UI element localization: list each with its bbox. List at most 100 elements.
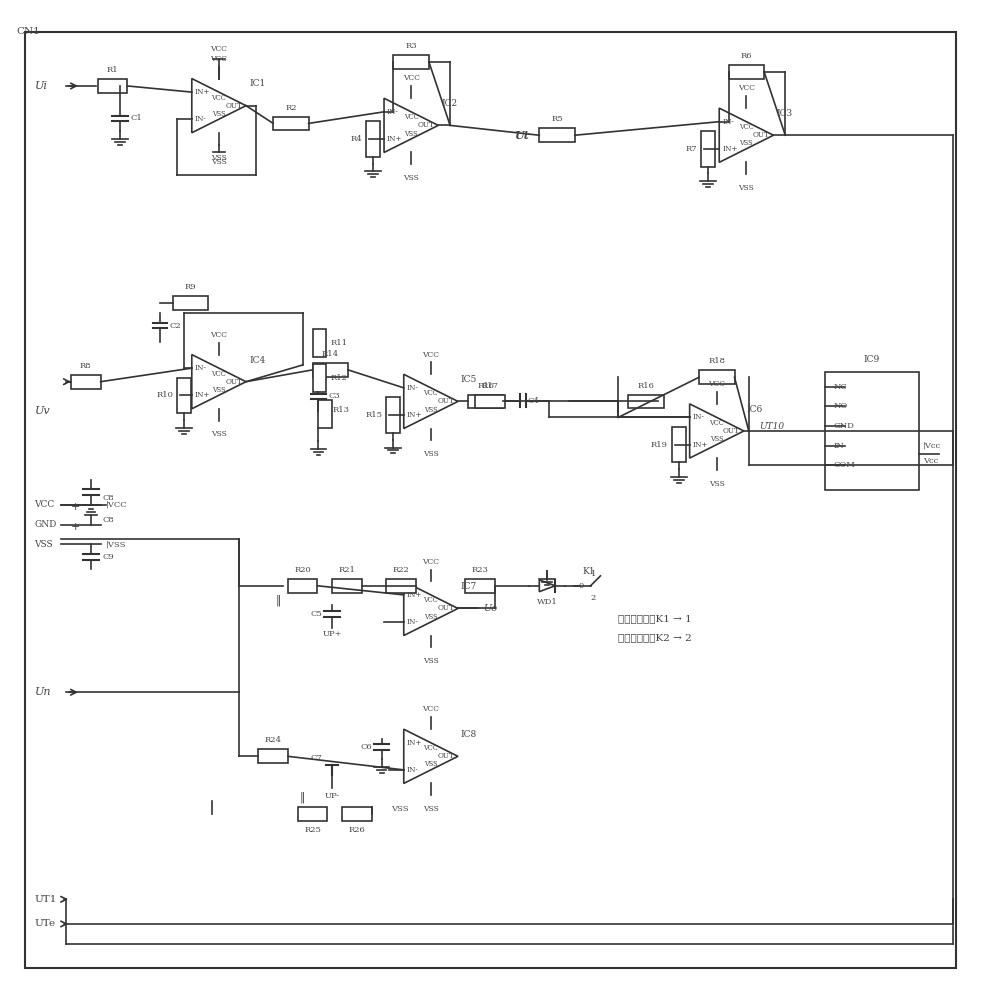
Text: VSS: VSS bbox=[738, 184, 754, 192]
Text: VCC: VCC bbox=[34, 500, 55, 509]
Text: IC3: IC3 bbox=[777, 109, 792, 118]
Text: |Vcc: |Vcc bbox=[923, 442, 941, 450]
Text: +: + bbox=[72, 522, 81, 532]
Bar bbox=[342, 807, 372, 821]
Text: IC4: IC4 bbox=[249, 356, 265, 365]
Text: C9: C9 bbox=[102, 553, 114, 561]
Text: IN+: IN+ bbox=[194, 88, 210, 96]
Text: R18: R18 bbox=[708, 357, 726, 365]
Text: OUT: OUT bbox=[225, 102, 243, 110]
Text: NO: NO bbox=[833, 402, 847, 410]
Text: GND: GND bbox=[833, 422, 854, 430]
Text: Uv: Uv bbox=[34, 406, 50, 416]
Bar bbox=[312, 329, 326, 357]
Text: Uo: Uo bbox=[482, 604, 497, 613]
Bar bbox=[386, 397, 400, 433]
Polygon shape bbox=[404, 374, 458, 429]
Text: R2: R2 bbox=[285, 104, 297, 112]
Text: ‖: ‖ bbox=[275, 595, 281, 606]
Text: R15: R15 bbox=[365, 411, 382, 419]
Text: IN: IN bbox=[833, 442, 844, 450]
Text: VCC: VCC bbox=[423, 744, 438, 752]
Text: Ui: Ui bbox=[34, 81, 47, 91]
Text: C3: C3 bbox=[328, 392, 340, 400]
Text: VCC: VCC bbox=[211, 370, 226, 378]
Text: VSS: VSS bbox=[423, 450, 439, 458]
Text: IN-: IN- bbox=[407, 766, 418, 774]
Bar bbox=[539, 128, 574, 142]
Text: VCC: VCC bbox=[737, 84, 755, 92]
Bar bbox=[729, 65, 764, 79]
Text: R21: R21 bbox=[339, 566, 355, 574]
Bar bbox=[312, 364, 326, 392]
Text: Ut: Ut bbox=[515, 130, 529, 141]
Polygon shape bbox=[539, 580, 555, 592]
Text: R14: R14 bbox=[322, 350, 339, 358]
Text: OUT: OUT bbox=[437, 604, 454, 612]
Text: IC5: IC5 bbox=[461, 375, 477, 384]
Text: VSS: VSS bbox=[34, 540, 53, 549]
Text: VSS: VSS bbox=[424, 760, 438, 768]
Text: IN+: IN+ bbox=[407, 591, 422, 599]
Text: CN1: CN1 bbox=[17, 27, 40, 36]
Text: R22: R22 bbox=[393, 566, 409, 574]
Text: C5: C5 bbox=[310, 610, 322, 618]
Text: R13: R13 bbox=[332, 406, 350, 414]
Bar bbox=[97, 79, 128, 93]
Polygon shape bbox=[404, 581, 458, 636]
Text: VSS: VSS bbox=[423, 805, 439, 813]
Text: 2: 2 bbox=[591, 594, 596, 602]
Bar bbox=[332, 579, 361, 593]
Text: OUT: OUT bbox=[417, 121, 434, 129]
Text: R10: R10 bbox=[156, 391, 173, 399]
Text: OUT: OUT bbox=[437, 752, 454, 760]
Text: VCC: VCC bbox=[211, 94, 226, 102]
Bar bbox=[475, 395, 505, 408]
Text: IN+: IN+ bbox=[387, 135, 403, 143]
Text: R16: R16 bbox=[477, 382, 494, 390]
Text: |VCC: |VCC bbox=[105, 501, 127, 509]
Polygon shape bbox=[191, 355, 246, 409]
Polygon shape bbox=[191, 79, 246, 133]
Text: IN+: IN+ bbox=[722, 145, 737, 153]
Text: WD1: WD1 bbox=[537, 598, 558, 606]
Text: K1: K1 bbox=[582, 567, 595, 576]
Text: IN-: IN- bbox=[194, 115, 206, 123]
Text: VCC: VCC bbox=[709, 419, 724, 427]
Text: OUT: OUT bbox=[752, 131, 770, 139]
Text: VCC: VCC bbox=[403, 74, 419, 82]
Text: IN+: IN+ bbox=[194, 391, 210, 399]
Text: C8: C8 bbox=[102, 494, 114, 502]
Text: R12: R12 bbox=[330, 374, 348, 382]
Text: Un: Un bbox=[34, 687, 51, 697]
Text: R20: R20 bbox=[295, 566, 311, 574]
Text: R26: R26 bbox=[349, 826, 365, 834]
Text: VSS: VSS bbox=[212, 110, 226, 118]
Text: GND: GND bbox=[34, 520, 57, 529]
Bar bbox=[273, 117, 308, 130]
Text: +: + bbox=[72, 502, 81, 512]
Text: R16: R16 bbox=[637, 382, 654, 390]
Text: IN-: IN- bbox=[692, 413, 704, 421]
Text: R5: R5 bbox=[551, 115, 563, 123]
Text: R23: R23 bbox=[471, 566, 489, 574]
Text: IC8: IC8 bbox=[461, 730, 477, 739]
Text: C2: C2 bbox=[170, 322, 182, 330]
Text: IN-: IN- bbox=[407, 384, 418, 392]
Text: IC7: IC7 bbox=[461, 582, 477, 591]
Bar bbox=[177, 378, 191, 413]
Text: IN+: IN+ bbox=[407, 411, 422, 419]
Bar bbox=[467, 395, 504, 408]
Text: OUT: OUT bbox=[225, 378, 243, 386]
Text: VCC: VCC bbox=[422, 558, 439, 566]
Bar bbox=[387, 579, 416, 593]
Bar bbox=[173, 296, 208, 310]
Text: VCC: VCC bbox=[210, 45, 228, 53]
Text: C6: C6 bbox=[360, 743, 372, 751]
Text: VSS: VSS bbox=[739, 139, 753, 147]
Text: VCC: VCC bbox=[422, 705, 439, 713]
Text: 位能性负载：K2 → 2: 位能性负载：K2 → 2 bbox=[619, 634, 692, 643]
Bar bbox=[71, 375, 100, 389]
Text: R6: R6 bbox=[740, 52, 752, 60]
Text: VSS: VSS bbox=[423, 657, 439, 665]
